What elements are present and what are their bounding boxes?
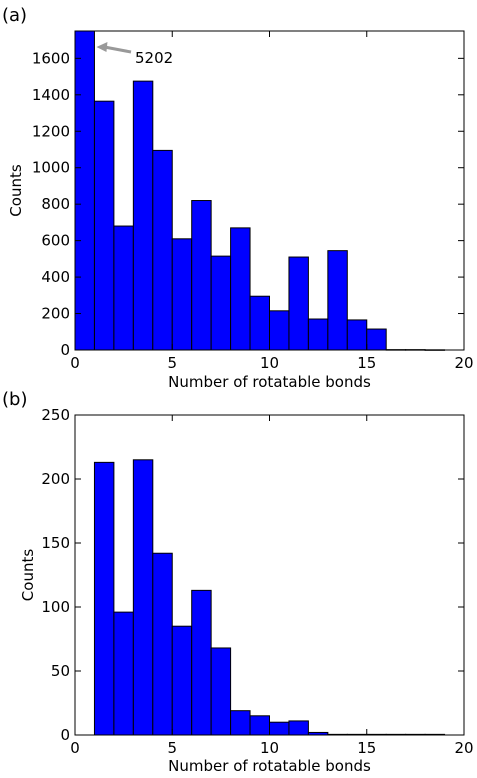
y-tick-label: 1600 <box>32 49 70 67</box>
annotation-arrowhead <box>96 42 108 52</box>
histogram-bar <box>171 238 193 351</box>
histogram-bar <box>210 255 232 351</box>
histogram-bar <box>327 250 348 351</box>
panel-b-label: (b) <box>2 389 27 410</box>
histogram-bar <box>93 461 115 736</box>
x-tick-label: 0 <box>70 739 80 757</box>
y-tick-label: 200 <box>41 470 70 488</box>
panel-a-y-axis-label: Counts <box>7 164 25 217</box>
x-tick-label: 15 <box>357 354 376 372</box>
panel-b-x-axis-label: Number of rotatable bonds <box>168 757 371 775</box>
y-tick-label: 1400 <box>32 86 70 104</box>
y-tick-label: 1000 <box>32 159 70 177</box>
x-tick-label: 5 <box>167 739 177 757</box>
histogram-bar <box>113 225 134 351</box>
histogram-bar <box>191 200 212 351</box>
histogram-bar <box>269 721 290 736</box>
x-tick-label: 20 <box>454 354 473 372</box>
annotation-arrow <box>104 45 132 54</box>
x-tick-label: 10 <box>260 354 279 372</box>
histogram-bar <box>113 611 134 736</box>
panel-a-annotation: 5202 <box>96 42 173 67</box>
x-tick-label: 10 <box>260 739 279 757</box>
histogram-bar <box>230 710 251 736</box>
y-tick-label: 50 <box>51 662 70 680</box>
histogram-bar <box>288 256 309 351</box>
y-tick-label: 600 <box>41 232 70 250</box>
y-tick-label: 150 <box>41 534 70 552</box>
histogram-bar <box>74 30 95 351</box>
y-tick-label: 100 <box>41 598 70 616</box>
y-tick-label: 200 <box>41 305 70 323</box>
x-tick-label: 5 <box>167 354 177 372</box>
y-tick-label: 400 <box>41 268 70 286</box>
y-tick-label: 1200 <box>32 122 70 140</box>
panel-a-x-axis-label: Number of rotatable bonds <box>168 373 371 391</box>
histogram-bar <box>307 318 329 351</box>
y-tick-label: 250 <box>41 406 70 424</box>
histogram-bar <box>132 80 154 351</box>
histogram-bar <box>152 149 173 351</box>
histogram-bar <box>269 310 290 351</box>
histogram-bar <box>346 319 368 351</box>
histogram-bar <box>93 100 115 351</box>
y-tick-label: 0 <box>60 341 70 359</box>
panel-a-bars <box>74 30 446 351</box>
histogram-bar <box>230 227 251 351</box>
histogram-bar <box>249 715 271 736</box>
panel-b-bars <box>93 459 446 736</box>
panel-b-y-axis-label: Counts <box>19 549 37 602</box>
histogram-bar <box>210 647 232 736</box>
histogram-bar <box>152 552 173 736</box>
histogram-bar <box>171 625 193 736</box>
panel-a-label: (a) <box>2 5 27 26</box>
histogram-bar <box>288 720 309 736</box>
x-tick-label: 15 <box>357 739 376 757</box>
histogram-bar <box>191 589 212 736</box>
x-tick-label: 20 <box>454 739 473 757</box>
histogram-bar <box>132 459 154 736</box>
y-tick-label: 800 <box>41 195 70 213</box>
annotation-label: 5202 <box>135 49 173 67</box>
x-tick-label: 0 <box>70 354 80 372</box>
panel-a: (a) 0 5 10 15 200200400600800100012001400160… <box>2 5 474 391</box>
histogram-bar <box>366 328 387 351</box>
y-tick-label: 0 <box>60 726 70 744</box>
histogram-bar <box>249 295 271 351</box>
